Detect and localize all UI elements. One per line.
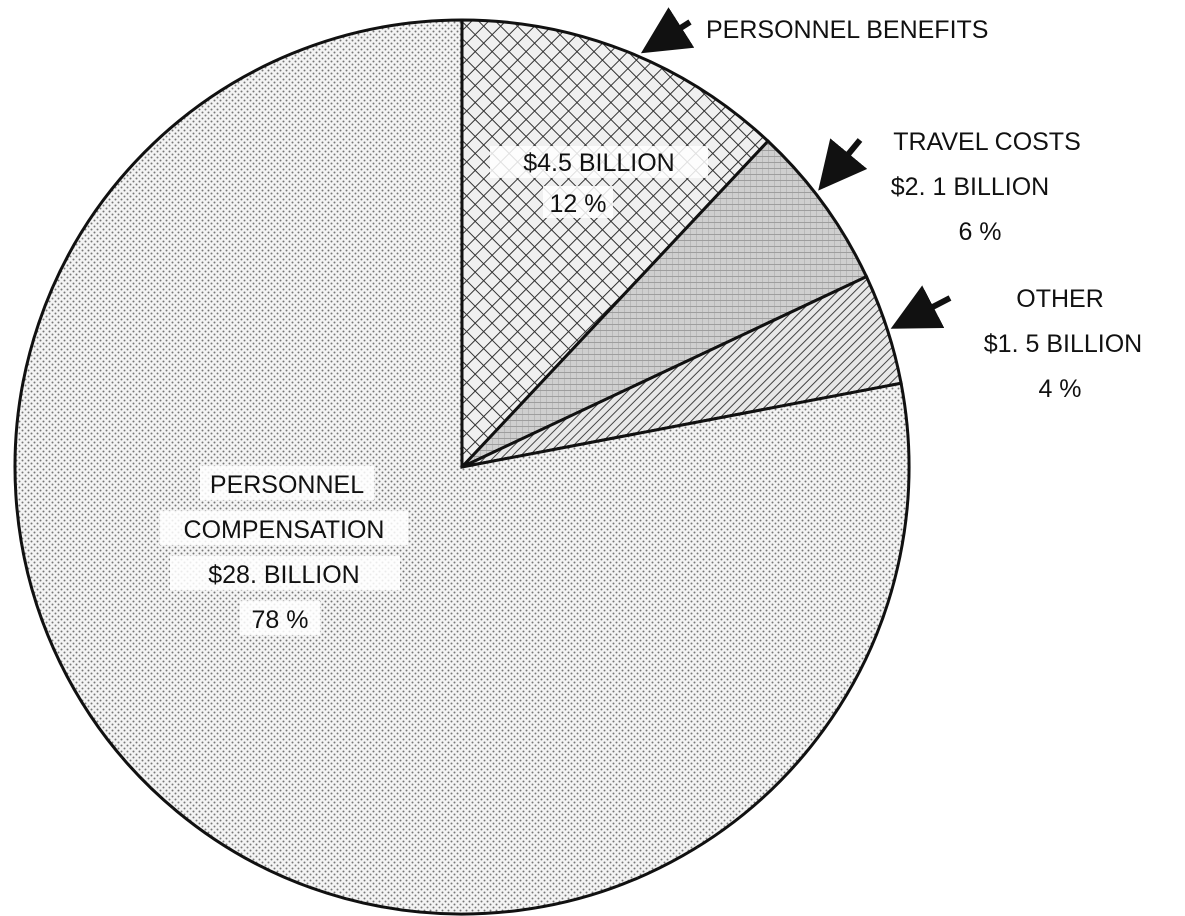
slice-percent-other: 4 % [1038,375,1081,403]
slice-name-other: OTHER [1016,285,1104,313]
pie-slice-personnel-compensation [13,18,911,916]
slice-label-personnel-benefits-inside: $4.5 BILLION 12 % [490,146,708,218]
pie-slice-travel-costs [460,139,869,469]
arrow-personnel-benefits [640,7,695,54]
slice-percent-personnel-compensation: 78 % [252,606,309,634]
slice-label-personnel-compensation: PERSONNEL COMPENSATION $28. BILLION 78 % [160,466,408,635]
slice-value-personnel-benefits: $4.5 BILLION [523,149,674,177]
slice-name-line2-personnel-compensation: COMPENSATION [184,516,385,544]
slice-label-travel-costs: TRAVEL COSTS $2. 1 BILLION 6 % [891,128,1081,246]
slice-value-travel-costs: $2. 1 BILLION [891,173,1049,201]
slice-name-personnel-benefits: PERSONNEL BENEFITS [706,16,988,44]
slice-label-other: OTHER $1. 5 BILLION 4 % [984,285,1142,403]
slice-value-personnel-compensation: $28. BILLION [208,561,359,589]
slice-percent-personnel-benefits: 12 % [550,190,607,218]
arrow-travel-costs [818,138,868,191]
arrow-other [890,285,952,329]
pie-slice-personnel-benefits [460,18,771,471]
slice-percent-travel-costs: 6 % [958,218,1001,246]
slice-name-travel-costs: TRAVEL COSTS [893,128,1081,156]
slice-value-other: $1. 5 BILLION [984,330,1142,358]
slice-name-line1-personnel-compensation: PERSONNEL [210,471,364,499]
